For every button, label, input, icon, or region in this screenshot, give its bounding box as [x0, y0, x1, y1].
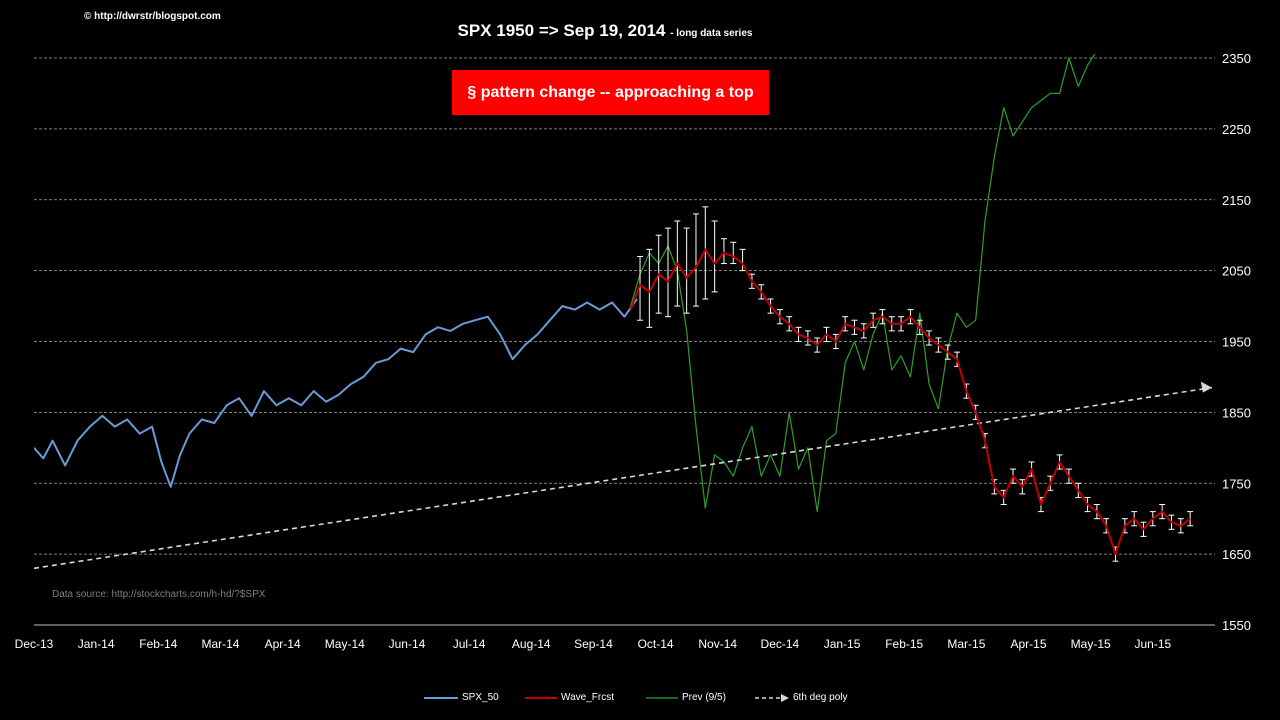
x-tick-label: Jan-15: [824, 637, 861, 651]
x-tick-label: Sep-14: [574, 637, 613, 651]
series-line-spx: [34, 298, 638, 488]
legend-swatch-prev: [646, 696, 678, 699]
legend-label-prev: Prev (9/5): [682, 692, 726, 703]
copyright-text: © http://dwrstr/blogspot.com: [84, 11, 221, 22]
x-tick-label: Apr-14: [265, 637, 301, 651]
x-tick-label: Nov-14: [698, 637, 737, 651]
x-tick-label: Aug-14: [512, 637, 551, 651]
legend: SPX_50 Wave_Frcst Prev (9/5) 6th deg pol…: [0, 692, 1280, 708]
y-tick-label: 1550: [1222, 618, 1251, 633]
x-tick-label: Oct-14: [638, 637, 674, 651]
x-tick-label: Jul-14: [453, 637, 486, 651]
legend-label-spx: SPX_50: [462, 692, 499, 703]
x-tick-label: Dec-14: [761, 637, 800, 651]
series-line-wave: [629, 248, 1191, 556]
y-tick-label: 2050: [1222, 264, 1251, 279]
legend-swatch-spx: [424, 696, 458, 699]
chart-title: SPX 1950 => Sep 19, 2014 - long data ser…: [0, 21, 1210, 41]
legend-label-poly: 6th deg poly: [793, 692, 848, 703]
x-tick-label: Apr-15: [1011, 637, 1047, 651]
x-tick-label: Jun-14: [389, 637, 426, 651]
legend-swatch-wave: [525, 696, 557, 699]
y-tick-label: 2150: [1222, 193, 1251, 208]
series-line-prev: [630, 54, 1096, 513]
legend-item-spx: SPX_50: [424, 692, 499, 703]
y-tick-label: 1850: [1222, 405, 1251, 420]
x-tick-label: Mar-14: [201, 637, 239, 651]
x-tick-label: Jan-14: [78, 637, 115, 651]
legend-item-wave: Wave_Frcst: [525, 692, 614, 703]
poly-arrow-head: [1200, 381, 1212, 393]
y-tick-label: 2250: [1222, 122, 1251, 137]
x-tick-label: May-14: [325, 637, 365, 651]
x-tick-label: May-15: [1071, 637, 1111, 651]
pattern-change-banner: § pattern change -- approaching a top: [452, 70, 769, 115]
x-tick-label: Feb-14: [139, 637, 177, 651]
legend-item-prev: Prev (9/5): [646, 692, 726, 703]
y-tick-label: 1650: [1222, 547, 1251, 562]
legend-swatch-poly: [755, 693, 789, 702]
plot-area: [34, 54, 1213, 570]
series-line-poly: [34, 386, 1213, 570]
y-tick-label: 1750: [1222, 476, 1251, 491]
legend-label-wave: Wave_Frcst: [561, 692, 614, 703]
x-tick-label: Mar-15: [947, 637, 985, 651]
x-tick-label: Dec-13: [15, 637, 54, 651]
x-tick-label: Feb-15: [885, 637, 923, 651]
x-tick-label: Jun-15: [1134, 637, 1171, 651]
title-main: SPX 1950 => Sep 19, 2014: [457, 21, 666, 40]
title-suffix: - long data series: [670, 28, 753, 39]
data-source-note: Data source: http://stockcharts.com/h-hd…: [52, 589, 266, 600]
y-tick-label: 1950: [1222, 335, 1251, 350]
y-tick-label: 2350: [1222, 51, 1251, 66]
legend-item-poly: 6th deg poly: [755, 692, 848, 703]
